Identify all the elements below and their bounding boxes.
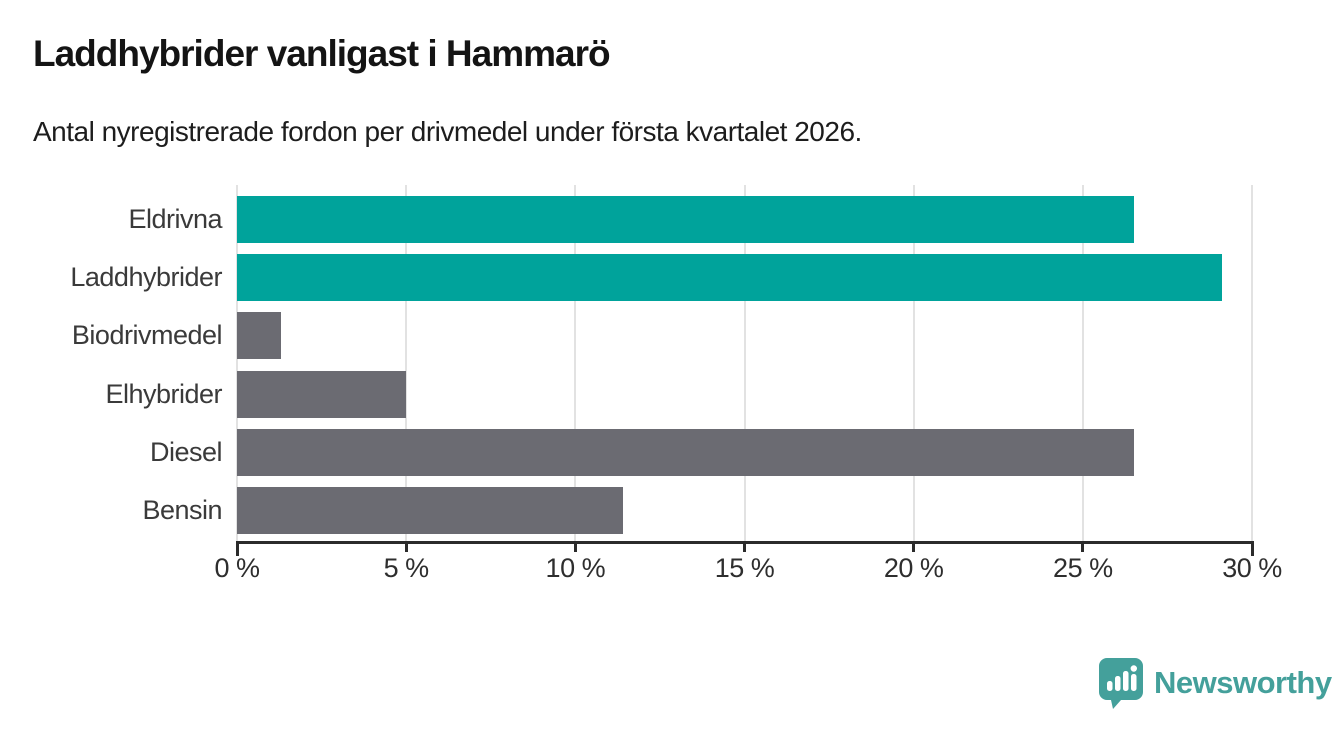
bar-laddhybrider (237, 254, 1222, 302)
x-tick-label-0: 0 % (214, 553, 260, 583)
category-label-biodrivmedel: Biodrivmedel (71, 320, 223, 351)
bar-elhybrider (237, 370, 407, 418)
x-tick-15 (743, 542, 746, 552)
bar-bensin (237, 487, 623, 534)
x-tick-0 (235, 542, 239, 556)
newsworthy-logo: Newsworthy (1098, 657, 1332, 709)
gridline-20 (912, 185, 915, 541)
x-tick-30 (1250, 542, 1254, 556)
category-label-laddhybrider: Laddhybrider (70, 262, 222, 293)
gridline-15 (743, 185, 746, 541)
category-label-bensin: Bensin (142, 495, 222, 525)
x-tick-label-30: 30 % (1222, 553, 1282, 583)
brand-name: Newsworthy (1154, 665, 1332, 700)
x-tick-label-15: 15 % (714, 553, 775, 583)
newsworthy-speech-bubble-chart-icon (1098, 657, 1144, 709)
bar-biodrivmedel (237, 312, 281, 360)
category-label-diesel: Diesel (149, 436, 223, 467)
gridline-5 (405, 185, 408, 541)
page-title: Laddhybrider vanligast i Hammarö (33, 33, 611, 74)
category-label-eldrivna: Eldrivna (128, 204, 222, 234)
x-tick-label-10: 10 % (545, 553, 606, 583)
x-tick-label-25: 25 % (1053, 553, 1113, 583)
gridline-10 (574, 185, 577, 541)
gridline-30 (1251, 185, 1253, 541)
x-tick-label-5: 5 % (383, 553, 430, 583)
gridline-0 (236, 185, 238, 541)
x-tick-label-20: 20 % (883, 553, 944, 583)
x-tick-20 (912, 542, 916, 552)
x-tick-5 (404, 542, 408, 552)
bar-eldrivna (237, 196, 1134, 243)
gridline-25 (1081, 185, 1084, 541)
x-tick-25 (1081, 542, 1085, 552)
bar-diesel (237, 428, 1134, 476)
x-tick-10 (573, 542, 577, 552)
chart-subtitle: Antal nyregistrerade fordon per drivmede… (33, 116, 862, 147)
category-label-elhybrider: Elhybrider (105, 378, 222, 409)
